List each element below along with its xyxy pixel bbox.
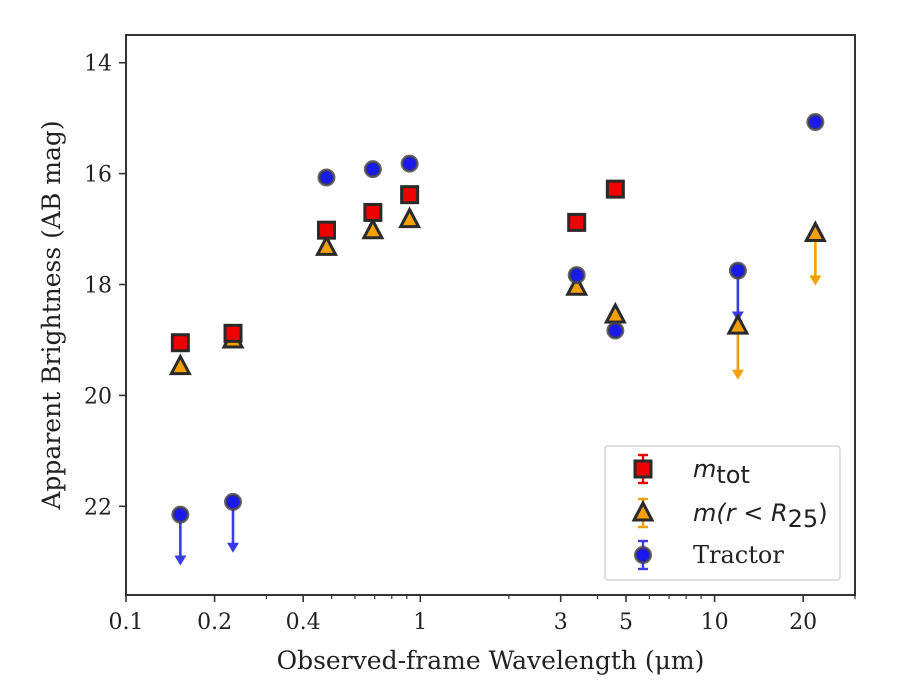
mr25-point — [168, 353, 192, 376]
axis-ticks: 0.1 0.2 0.4 1 3 5 10 20 14 16 18 20 22 — [84, 52, 856, 635]
x-tick-label: 1 — [413, 610, 427, 635]
y-tick-label: 16 — [84, 163, 112, 188]
tractor-point — [728, 261, 747, 280]
x-tick-label: 0.4 — [286, 610, 321, 635]
mr25-point — [803, 220, 827, 242]
mr25-point — [314, 234, 338, 256]
mr25-point — [726, 312, 750, 335]
x-tick-label: 20 — [789, 610, 817, 635]
legend-tractor-marker — [634, 546, 652, 564]
mtot-point — [223, 323, 243, 343]
tractor-upper-limit-arrow-head — [227, 542, 240, 553]
x-tick-label: 3 — [554, 610, 568, 635]
plot-content — [168, 113, 827, 566]
x-tick-label: 10 — [701, 610, 729, 635]
tractor-point — [171, 505, 190, 524]
tractor-point — [317, 168, 336, 187]
mtot-point — [605, 179, 625, 199]
tractor-point — [806, 113, 825, 132]
y-axis-label: Apparent Brightness (AB mag) — [37, 120, 66, 510]
x-tick-label: 0.2 — [197, 610, 232, 635]
legend: mtot m(r < R25) Tractor — [604, 445, 841, 581]
legend-mtot-sub: tot — [716, 461, 750, 489]
legend-mtot-marker — [633, 459, 653, 479]
legend-entry-tractor: Tractor — [693, 541, 784, 569]
mr25-point — [603, 301, 627, 324]
y-tick-label: 20 — [84, 384, 112, 409]
x-axis-label: Observed-frame Wavelength (μm) — [277, 646, 705, 675]
legend-entry-mr25: m(r < R25) — [693, 499, 828, 533]
legend-symbols — [631, 453, 655, 571]
y-tick-label: 18 — [84, 274, 112, 299]
legend-mr25-prefix: m(r < R — [693, 499, 788, 527]
mr25-point — [361, 217, 385, 240]
tractor-point — [567, 266, 586, 285]
tractor-point — [363, 160, 382, 179]
mtot-point — [567, 212, 587, 232]
x-tick-label: 5 — [619, 610, 633, 635]
legend-entry-mtot: mtot — [693, 455, 750, 489]
legend-mr25-sub: 25 — [788, 505, 819, 533]
y-tick-label: 14 — [84, 52, 112, 77]
tractor-point — [224, 492, 243, 511]
legend-mtot-base: m — [693, 455, 716, 483]
y-tick-label: 22 — [84, 495, 112, 520]
tractor-point — [400, 154, 419, 173]
legend-mr25-suffix: ) — [818, 499, 827, 527]
mtot-point — [400, 185, 420, 205]
x-tick-label: 0.1 — [109, 610, 144, 635]
plot-frame — [125, 34, 856, 596]
mr25-upper-limit-arrow-head — [809, 275, 822, 286]
mr25-point — [565, 274, 589, 296]
legend-mr25-marker — [631, 499, 655, 522]
mtot-point — [316, 220, 336, 240]
mr25-point — [398, 206, 422, 229]
mr25-upper-limit-arrow-head — [731, 369, 744, 380]
tractor-upper-limit-arrow-head — [174, 555, 187, 566]
tractor-point — [606, 321, 625, 340]
legend-box — [604, 445, 841, 581]
mtot-point — [363, 202, 383, 222]
mtot-point — [170, 333, 190, 353]
